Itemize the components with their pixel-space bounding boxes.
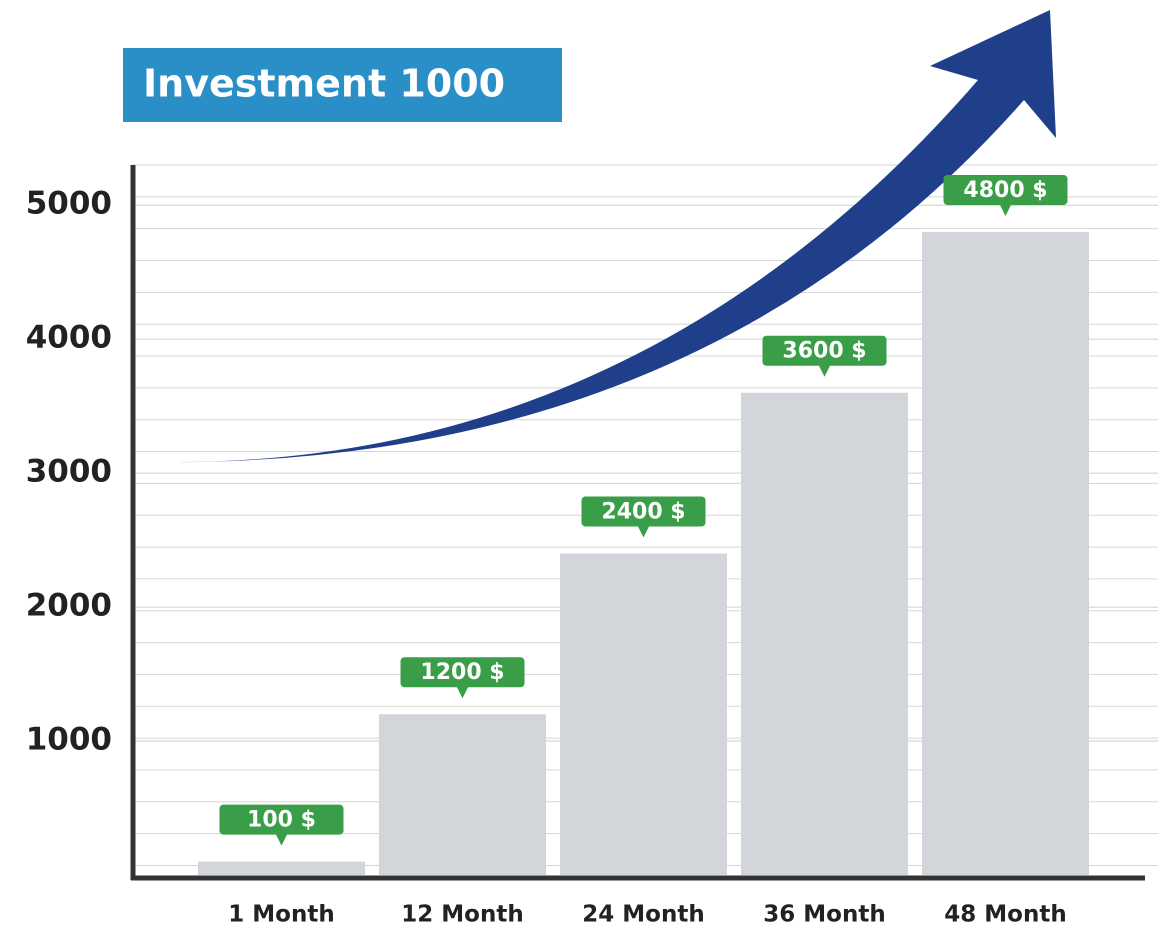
value-label-box bbox=[943, 174, 1068, 205]
value-label: 1200 $ bbox=[420, 660, 504, 685]
bar bbox=[741, 392, 908, 875]
value-label: 2400 $ bbox=[601, 499, 685, 524]
value-label-box bbox=[581, 496, 706, 527]
y-tick-label: 1000 bbox=[26, 722, 112, 758]
y-tick-label: 4000 bbox=[26, 320, 112, 356]
value-label-box bbox=[219, 804, 344, 835]
value-label: 100 $ bbox=[247, 808, 316, 833]
bar bbox=[198, 861, 365, 875]
value-label-pointer bbox=[818, 364, 831, 377]
x-tick-label: 48 Month bbox=[944, 902, 1066, 928]
x-tick-label: 12 Month bbox=[401, 902, 523, 928]
value-label-pointer bbox=[456, 686, 469, 699]
chart-title: Investment 1000 bbox=[143, 62, 505, 106]
value-label-box bbox=[400, 657, 525, 688]
value-label-box bbox=[762, 335, 887, 366]
bar bbox=[560, 553, 727, 875]
value-label: 4800 $ bbox=[963, 178, 1047, 203]
value-label-pointer bbox=[637, 525, 650, 538]
growth-arrow bbox=[155, 10, 1056, 463]
x-tick-label: 1 Month bbox=[228, 902, 334, 928]
title-box bbox=[123, 48, 562, 122]
value-label: 3600 $ bbox=[782, 339, 866, 364]
x-tick-label: 24 Month bbox=[582, 902, 704, 928]
bar bbox=[379, 714, 546, 875]
y-tick-label: 3000 bbox=[26, 454, 112, 490]
y-tick-label: 2000 bbox=[26, 588, 112, 624]
y-tick-label: 5000 bbox=[26, 186, 112, 222]
value-label-pointer bbox=[999, 203, 1012, 216]
x-tick-label: 36 Month bbox=[763, 902, 885, 928]
bar bbox=[922, 231, 1089, 875]
value-label-pointer bbox=[275, 833, 288, 846]
